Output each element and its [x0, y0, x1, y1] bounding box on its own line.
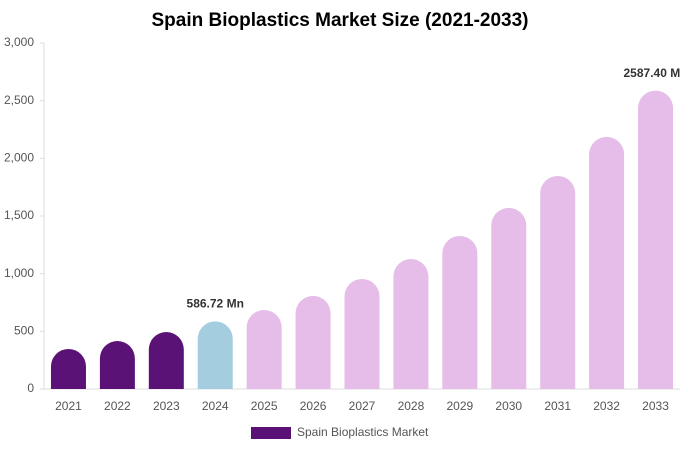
x-tick-label: 2024	[202, 399, 229, 413]
chart-title: Spain Bioplastics Market Size (2021-2033…	[152, 10, 529, 31]
x-tick-label: 2029	[446, 399, 473, 413]
x-tick-label: 2021	[55, 399, 82, 413]
y-tick-label: 2,000	[4, 151, 34, 165]
x-tick-label: 2027	[349, 399, 376, 413]
bar	[442, 235, 478, 389]
legend-label: Spain Bioplastics Market	[297, 425, 429, 439]
bar	[638, 90, 674, 389]
x-tick-label: 2028	[398, 399, 425, 413]
x-tick-label: 2031	[544, 399, 571, 413]
value-label: 2587.40 Mn	[624, 66, 680, 80]
x-tick-label: 2026	[300, 399, 327, 413]
y-tick-label: 500	[14, 324, 34, 338]
bar	[540, 175, 576, 389]
bar	[246, 309, 282, 389]
x-tick-label: 2032	[593, 399, 620, 413]
bar	[197, 321, 233, 389]
x-tick-label: 2030	[495, 399, 522, 413]
y-tick-label: 1,500	[4, 208, 34, 222]
y-tick-label: 1,000	[4, 266, 34, 280]
y-tick-label: 2,500	[4, 93, 34, 107]
value-label: 586.72 Mn	[187, 297, 244, 311]
bar	[344, 278, 380, 389]
x-tick-label: 2025	[251, 399, 278, 413]
bar	[491, 207, 527, 389]
bar	[295, 295, 331, 389]
bar	[393, 259, 429, 389]
y-tick-label: 3,000	[4, 35, 34, 49]
bar	[589, 136, 625, 389]
x-tick-label: 2033	[642, 399, 669, 413]
bar	[50, 348, 86, 389]
x-tick-label: 2022	[104, 399, 131, 413]
bar	[99, 341, 135, 389]
x-tick-label: 2023	[153, 399, 180, 413]
bar	[148, 332, 184, 389]
legend-swatch	[251, 427, 291, 439]
y-tick-label: 0	[27, 381, 34, 395]
